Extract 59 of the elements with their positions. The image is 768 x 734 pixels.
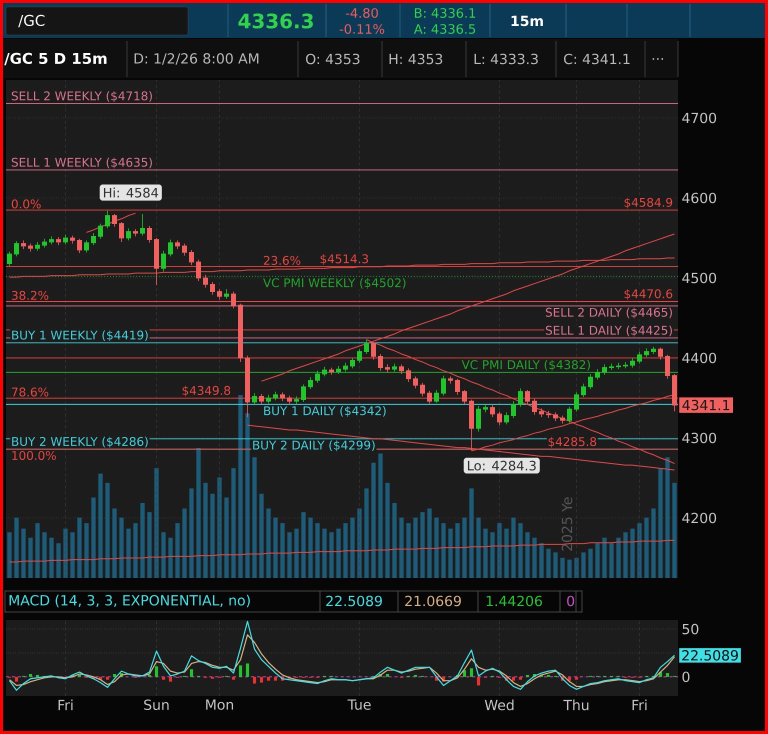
x-tick-label: Tue <box>348 700 371 710</box>
annotation: Lo: 4284.3 <box>468 460 536 471</box>
text: 15m <box>512 16 543 26</box>
text: ... <box>652 58 663 60</box>
x-tick-label: Fri <box>58 700 73 710</box>
annotation: 78.6% <box>12 388 48 397</box>
ref-line-label: VC PMI WEEKLY ($4502) <box>263 278 406 289</box>
x-tick-label: Thu <box>563 700 588 710</box>
text: 0 <box>567 596 574 606</box>
x-tick-label: Mon <box>206 700 234 710</box>
ref-line-label: SELL 2 WEEKLY ($4718) <box>12 91 152 102</box>
y-tick-label: 4200 <box>682 512 716 524</box>
text: D: 1/2/26 8:00 AM <box>134 53 258 65</box>
chart-title: /GC 5 D 15m <box>4 52 106 66</box>
text: B: 4336.1 <box>414 8 476 18</box>
text: -4.80 <box>346 8 378 18</box>
ref-line-label: SELL 2 DAILY ($4465) <box>546 308 672 318</box>
text: -0.11% <box>340 24 384 34</box>
ref-line-label: $4514.3 <box>320 254 368 265</box>
x-tick-label: Fri <box>632 700 647 710</box>
ref-line-label: BUY 2 WEEKLY ($4286) <box>12 436 148 448</box>
y-tick-label: 4300 <box>682 432 716 444</box>
ref-line-label: $4470.6 <box>624 289 672 300</box>
text: O: 4353 <box>306 54 360 64</box>
text: H: 4353 <box>390 54 442 64</box>
y-tick-label: 4400 <box>682 352 716 364</box>
ref-line-label: BUY 2 DAILY ($4299) <box>253 440 375 452</box>
y-tick-label: 4500 <box>682 272 716 284</box>
y-tick-label: 4700 <box>682 112 716 124</box>
text: /GC <box>18 14 44 28</box>
text: C: 4341.1 <box>564 54 630 64</box>
ref-line-label: VC PMI DAILY ($4382) <box>462 360 590 371</box>
annotation: 0.0% <box>12 199 41 208</box>
text: 4341.1 <box>682 400 730 410</box>
chart-title: MACD (14, 3, 3, EXPONENTIAL, no) <box>10 594 250 608</box>
text: 1.44206 <box>486 596 542 606</box>
annotation: 23.6% <box>264 256 300 265</box>
ref-line-label: $4285.8 <box>548 436 596 448</box>
annotation: Hi: 4584 <box>104 188 158 198</box>
ref-line-label: $4584.9 <box>624 198 672 208</box>
ref-line-label: BUY 1 WEEKLY ($4419) <box>12 330 148 342</box>
ref-line-label: $4349.8 <box>182 386 230 397</box>
text: 22.5089 <box>326 596 382 606</box>
x-tick-label: Sun <box>144 699 169 710</box>
data-label: 22.5089 <box>682 650 738 661</box>
ref-line-label: SELL 1 DAILY ($4425) <box>546 326 672 336</box>
y-tick-label: 0 <box>682 672 690 682</box>
y-tick-label: 4600 <box>682 192 716 204</box>
annotation: 100.0% <box>12 450 56 460</box>
text: 21.0669 <box>405 596 461 606</box>
ref-line-label: SELL 1 WEEKLY ($4635) <box>12 158 152 168</box>
text: 4336.3 <box>238 13 313 29</box>
text: A: 4336.5 <box>414 24 476 34</box>
ref-line-label: BUY 1 DAILY ($4342) <box>264 406 386 417</box>
annotation: 38.2% <box>12 290 48 300</box>
x-tick-label: Wed <box>484 700 514 710</box>
text: L: 4333.3 <box>474 54 538 64</box>
annotation: 2025 Ye <box>562 497 572 551</box>
y-tick-label: 50 <box>682 624 698 634</box>
